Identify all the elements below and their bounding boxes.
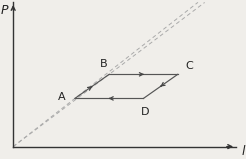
Text: D: D (141, 107, 149, 117)
Text: A: A (58, 92, 65, 102)
Text: C: C (185, 61, 193, 71)
Text: l: l (241, 145, 245, 158)
Text: P: P (1, 4, 8, 17)
Text: B: B (100, 59, 108, 69)
